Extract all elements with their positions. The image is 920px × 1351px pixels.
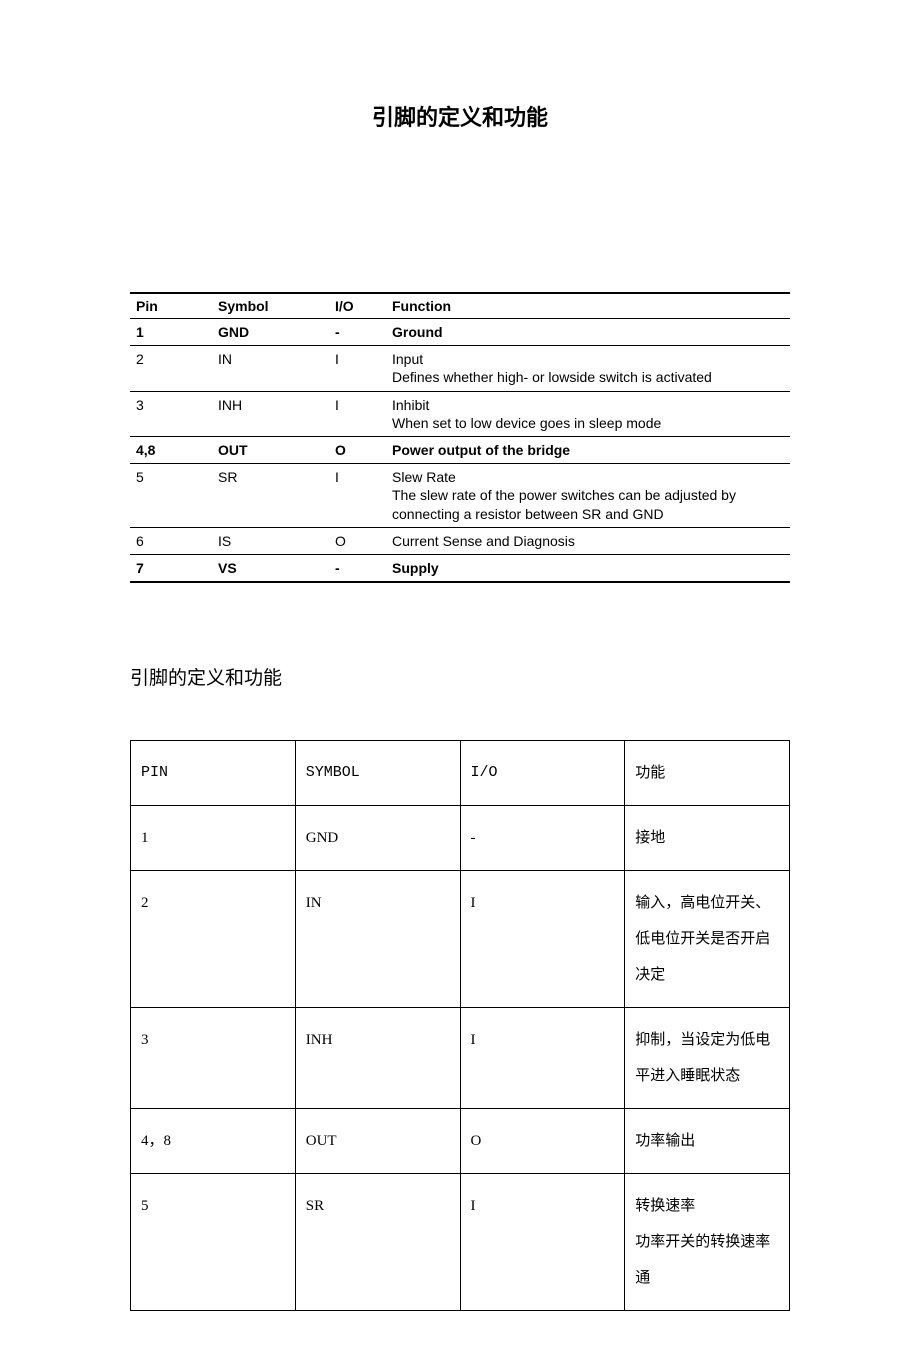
table-row: 1GND-接地 [131,806,790,871]
cell-io: I [460,1174,625,1311]
cell-pin: 5 [131,1174,296,1311]
cell-function: Slew RateThe slew rate of the power swit… [386,464,790,528]
table-row: 3INHI抑制，当设定为低电平进入睡眠状态 [131,1008,790,1109]
table2-body: PIN SYMBOL I/O 功能 1GND-接地2INI输入，高电位开关、低电… [131,741,790,1311]
table-row: 5SRI转换速率功率开关的转换速率通 [131,1174,790,1311]
cell-symbol: SR [212,464,329,528]
cell-pin: 2 [130,346,212,391]
cell-function: Power output of the bridge [386,436,790,463]
pin-table-english: Pin Symbol I/O Function 1GND-Ground2INII… [130,292,790,583]
cell-io: I [329,346,386,391]
cell-pin: 6 [130,527,212,554]
col-header-symbol: Symbol [212,293,329,319]
table-row: 4,8OUTOPower output of the bridge [130,436,790,463]
table-row: 2INI输入，高电位开关、低电位开关是否开启决定 [131,871,790,1008]
cell-pin: 1 [130,319,212,346]
col-header-function: Function [386,293,790,319]
cell-symbol: IS [212,527,329,554]
col-header-function: 功能 [625,741,790,806]
table-row: 2INIInputDefines whether high- or lowsid… [130,346,790,391]
col-header-io: I/O [329,293,386,319]
cell-function: Current Sense and Diagnosis [386,527,790,554]
sub-title: 引脚的定义和功能 [130,663,790,690]
cell-pin: 5 [130,464,212,528]
cell-io: - [329,319,386,346]
cell-io: I [329,464,386,528]
cell-symbol: SR [295,1174,460,1311]
cell-symbol: INH [295,1008,460,1109]
table-row: 3INHIInhibitWhen set to low device goes … [130,391,790,436]
cell-function: Ground [386,319,790,346]
cell-io: - [460,806,625,871]
cell-symbol: INH [212,391,329,436]
cell-pin: 4，8 [131,1109,296,1174]
cell-pin: 3 [131,1008,296,1109]
cell-function: 功率输出 [625,1109,790,1174]
cell-function: 转换速率功率开关的转换速率通 [625,1174,790,1311]
document-page: 引脚的定义和功能 Pin Symbol I/O Function 1GND-Gr… [0,0,920,1351]
cell-symbol: VS [212,554,329,582]
cell-symbol: IN [212,346,329,391]
cell-function: InputDefines whether high- or lowside sw… [386,346,790,391]
main-title: 引脚的定义和功能 [130,100,790,132]
cell-io: - [329,554,386,582]
cell-pin: 3 [130,391,212,436]
table-row: 5SRISlew RateThe slew rate of the power … [130,464,790,528]
cell-io: I [460,871,625,1008]
cell-symbol: OUT [295,1109,460,1174]
pin-table-chinese: PIN SYMBOL I/O 功能 1GND-接地2INI输入，高电位开关、低电… [130,740,790,1311]
cell-symbol: OUT [212,436,329,463]
cell-function: 输入，高电位开关、低电位开关是否开启决定 [625,871,790,1008]
cell-io: O [460,1109,625,1174]
cell-function: Supply [386,554,790,582]
cell-pin: 7 [130,554,212,582]
table1-body: 1GND-Ground2INIInputDefines whether high… [130,319,790,583]
cell-io: O [329,436,386,463]
table-header-row: Pin Symbol I/O Function [130,293,790,319]
col-header-pin: Pin [130,293,212,319]
cell-symbol: GND [295,806,460,871]
table-header-row: PIN SYMBOL I/O 功能 [131,741,790,806]
cell-io: O [329,527,386,554]
cell-io: I [329,391,386,436]
cell-symbol: IN [295,871,460,1008]
cell-pin: 2 [131,871,296,1008]
table-row: 6ISOCurrent Sense and Diagnosis [130,527,790,554]
table-row: 1GND-Ground [130,319,790,346]
cell-pin: 1 [131,806,296,871]
cell-function: 接地 [625,806,790,871]
table-row: 7VS-Supply [130,554,790,582]
cell-io: I [460,1008,625,1109]
cell-symbol: GND [212,319,329,346]
cell-function: 抑制，当设定为低电平进入睡眠状态 [625,1008,790,1109]
col-header-io: I/O [460,741,625,806]
cell-function: InhibitWhen set to low device goes in sl… [386,391,790,436]
col-header-pin: PIN [131,741,296,806]
cell-pin: 4,8 [130,436,212,463]
col-header-symbol: SYMBOL [295,741,460,806]
table-row: 4，8OUTO功率输出 [131,1109,790,1174]
